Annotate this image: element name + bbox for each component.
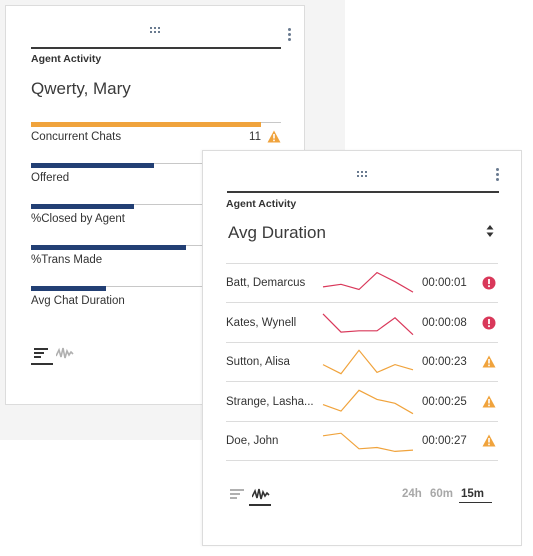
metric-bar-track [31, 286, 281, 287]
trend-sparkline [322, 312, 414, 335]
agent-name: Batt, Demarcus [226, 277, 306, 289]
bars-icon [230, 489, 244, 499]
metric-name: Avg Duration [228, 223, 326, 242]
drag-handle-icon[interactable] [357, 171, 369, 179]
header-divider [31, 47, 281, 49]
sparkline-view-toggle[interactable] [53, 343, 75, 363]
metric-label: %Closed by Agent [31, 213, 125, 225]
metric-row: %Closed by Agent [31, 204, 281, 238]
trend-sparkline [322, 271, 414, 293]
sparkline-series [322, 271, 414, 293]
agent-row[interactable]: Strange, Lasha... 00:00:25 [226, 383, 498, 422]
agent-row[interactable]: Doe, John 00:00:27 [226, 422, 498, 461]
bars-icon [34, 348, 48, 358]
agent-name: Sutton, Alisa [226, 356, 290, 368]
duration-value: 00:00:08 [422, 316, 467, 329]
time-range-60m[interactable]: 60m [430, 488, 454, 500]
card-title: Agent Activity [226, 198, 297, 210]
duration-value: 00:00:27 [422, 435, 467, 447]
trend-sparkline [322, 432, 414, 453]
drag-handle-icon[interactable] [150, 27, 162, 35]
time-range-15m[interactable]: 15m [459, 488, 493, 503]
agent-name: Kates, Wynell [226, 316, 297, 329]
sparkline-view-toggle[interactable] [249, 484, 271, 506]
error-icon [482, 276, 496, 290]
warning-icon [267, 130, 281, 143]
trend-sparkline [322, 389, 414, 414]
metric-row: Avg Chat Duration [31, 286, 281, 320]
more-options-icon[interactable] [287, 28, 291, 42]
agent-activity-card-duration [202, 150, 522, 546]
metric-label: Offered [31, 172, 70, 184]
sparkline-series [322, 312, 414, 335]
metric-bar [31, 204, 134, 209]
metric-bar-track [31, 204, 281, 205]
sparkline-series [322, 349, 414, 375]
sparkline-icon [56, 347, 74, 359]
metric-bar [31, 163, 154, 168]
error-icon [482, 316, 496, 330]
duration-value: 00:00:25 [422, 395, 467, 408]
duration-value: 00:00:23 [422, 356, 467, 368]
header-divider [227, 191, 499, 193]
warning-icon [482, 355, 496, 369]
metric-highlight [358, 222, 404, 252]
agent-name: Qwerty, Mary [31, 79, 131, 98]
metric-bar-track [31, 163, 281, 164]
warning-icon [482, 434, 496, 448]
metric-row: %Trans Made [31, 245, 281, 279]
warning-icon [482, 395, 496, 409]
metric-row: Offered [31, 163, 281, 197]
sparkline-series [322, 389, 414, 414]
metric-value: 11 [249, 131, 261, 143]
more-options-icon[interactable] [495, 168, 499, 182]
bar-view-toggle[interactable] [227, 484, 249, 504]
card-title: Agent Activity [31, 53, 102, 65]
agent-row[interactable]: Batt, Demarcus 00:00:01 [226, 264, 498, 303]
time-range-24h[interactable]: 24h [402, 488, 422, 500]
trend-sparkline [322, 349, 414, 375]
metric-bar [31, 245, 186, 250]
sort-icon[interactable] [486, 224, 494, 238]
metric-bar [31, 122, 261, 127]
bar-view-toggle[interactable] [31, 343, 53, 365]
metric-label: Concurrent Chats [31, 131, 122, 143]
agent-row[interactable]: Sutton, Alisa 00:00:23 [226, 343, 498, 382]
sparkline-icon [252, 488, 270, 500]
metric-label: Avg Chat Duration [31, 295, 125, 307]
metric-bar [31, 286, 106, 291]
list-top-divider [226, 263, 498, 264]
metric-label: %Trans Made [31, 254, 103, 266]
title-highlight [297, 194, 347, 212]
duration-value: 00:00:01 [422, 277, 467, 289]
sparkline-series [322, 432, 414, 453]
agent-name: Doe, John [226, 435, 279, 447]
metrics-list: Concurrent Chats 11 Offered %Closed by Agen… [31, 122, 281, 322]
agent-row[interactable]: Kates, Wynell 00:00:08 [226, 304, 498, 343]
metric-row: Concurrent Chats 11 [31, 122, 281, 156]
agent-name: Strange, Lasha... [226, 395, 314, 408]
